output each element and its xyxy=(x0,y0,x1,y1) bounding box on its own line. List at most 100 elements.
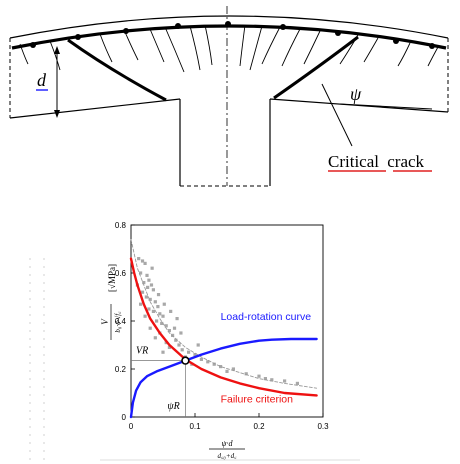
svg-text:[√MPa]: [√MPa] xyxy=(107,264,117,292)
scatter-point xyxy=(169,309,173,313)
rebar-dots xyxy=(30,21,435,49)
scatter-point xyxy=(145,273,149,277)
reference-curve xyxy=(130,238,318,389)
scatter-point xyxy=(167,345,171,349)
scatter-point xyxy=(147,278,151,282)
slab-diagram: d ψ Critical crack xyxy=(9,6,449,187)
critical-crack-right xyxy=(273,35,359,100)
scatter-point xyxy=(161,314,165,318)
scatter-point xyxy=(144,295,148,299)
d-arrow-head-bottom xyxy=(54,110,60,118)
scatter-point xyxy=(172,326,177,330)
critical-crack-label: Critical crack xyxy=(328,152,425,171)
scatter-point xyxy=(219,365,223,369)
d-label: d xyxy=(37,70,47,90)
scatter-point xyxy=(137,257,141,261)
scatter-point xyxy=(193,353,197,357)
scatter-point xyxy=(143,261,147,265)
scatter-point xyxy=(139,271,143,275)
crack-leader-line xyxy=(321,83,353,147)
scatter-point xyxy=(147,307,151,311)
psi-reference-line xyxy=(339,103,433,110)
failure-criterion-label: Failure criterion xyxy=(221,394,294,406)
x-axis-label: ψ·d d꜀₀+d꜀ xyxy=(209,439,245,460)
svg-text:d꜀₀+d꜀: d꜀₀+d꜀ xyxy=(217,452,237,460)
scatter-point xyxy=(179,331,183,335)
svg-text:V: V xyxy=(100,318,110,325)
scatter-point xyxy=(156,305,160,309)
scatter-point xyxy=(187,350,191,354)
scatter-point xyxy=(175,317,179,321)
scatter-point xyxy=(139,302,143,306)
scatter-point xyxy=(156,293,161,297)
chart-ticks: 0 0.1 0.2 0.3 0 0.2 0.4 0.6 0.8 xyxy=(115,221,329,431)
scatter-point xyxy=(180,348,184,352)
scatter-point xyxy=(148,297,152,301)
y-axis-label: V b₀·d·√f꜀ [√MPa] xyxy=(100,264,122,340)
y-tick-label: 0.6 xyxy=(115,269,127,278)
scatter-point xyxy=(150,266,154,270)
scatter-point xyxy=(177,343,181,347)
svg-text:b₀·d·√f꜀: b₀·d·√f꜀ xyxy=(114,311,122,333)
scatter-point xyxy=(206,360,210,364)
chart-plot-area xyxy=(130,224,324,418)
scatter-point xyxy=(295,381,299,385)
scatter-point xyxy=(231,367,235,371)
y-tick-label: 0.4 xyxy=(115,317,127,326)
scatter-point xyxy=(174,338,178,342)
scatter-point xyxy=(140,290,145,294)
scan-artifacts xyxy=(29,258,45,460)
slab-top-edge xyxy=(9,15,449,39)
scatter-point xyxy=(151,288,155,292)
x-tick-label: 0.1 xyxy=(189,422,201,431)
critical-crack-word-1: Critical xyxy=(328,152,379,171)
x-tick-label: 0 xyxy=(129,422,134,431)
failure-criterion-curve xyxy=(129,257,318,397)
scatter-point xyxy=(225,369,229,373)
critical-crack-word-2: crack xyxy=(387,152,424,171)
scatter-point xyxy=(153,300,157,304)
scatter-point xyxy=(196,343,200,347)
scatter-point xyxy=(151,309,155,313)
scatter-point xyxy=(153,336,157,340)
scatter-point xyxy=(199,357,203,361)
scatter-point xyxy=(164,324,168,328)
scatter-point xyxy=(263,377,267,381)
chart-scatter xyxy=(135,257,299,385)
scatter-point xyxy=(146,285,150,289)
chart-guides xyxy=(131,356,190,417)
scatter-point xyxy=(167,329,171,333)
y-tick-label: 0 xyxy=(122,413,127,422)
y-tick-label: 0.2 xyxy=(115,365,127,374)
scatter-point xyxy=(158,312,162,316)
y-tick-label: 0.8 xyxy=(115,221,127,230)
scatter-point xyxy=(162,302,166,306)
x-tick-label: 0.3 xyxy=(317,422,329,431)
psi-label: ψ xyxy=(350,84,362,104)
scatter-point xyxy=(283,379,287,383)
load-rotation-curve-label: Load-rotation curve xyxy=(221,311,312,323)
scatter-point xyxy=(143,314,147,318)
critical-crack-left xyxy=(67,38,167,102)
chart-labels: VR ψR Load-rotation curve Failure criterion xyxy=(136,311,311,412)
scatter-point xyxy=(160,321,164,325)
intersection-point xyxy=(181,356,190,365)
chart: 0 0.1 0.2 0.3 0 0.2 0.4 0.6 0.8 VR ψR Load-rotatio… xyxy=(100,221,360,461)
scatter-point xyxy=(161,350,165,354)
psir-label: ψR xyxy=(167,401,179,412)
scatter-point xyxy=(140,259,145,263)
scatter-point xyxy=(212,362,216,366)
vr-label: VR xyxy=(136,346,148,357)
scatter-point xyxy=(244,372,248,376)
scatter-point xyxy=(270,378,274,382)
slab-bottom-left xyxy=(9,98,181,119)
svg-text:ψ·d: ψ·d xyxy=(222,439,234,448)
scatter-point xyxy=(257,374,261,378)
x-tick-label: 0.2 xyxy=(253,422,265,431)
scatter-point xyxy=(148,326,152,330)
d-arrow-head-top xyxy=(54,46,60,54)
scatter-point xyxy=(155,319,159,323)
scatter-point xyxy=(149,283,154,287)
flexural-cracks xyxy=(19,24,439,73)
